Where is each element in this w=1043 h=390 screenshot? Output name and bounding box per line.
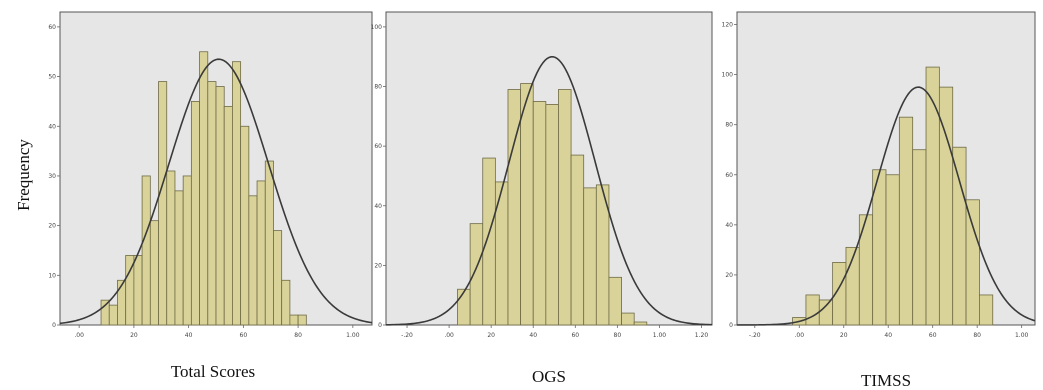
x-tick-label: 20	[487, 332, 495, 339]
x-axis-label: Total Scores	[171, 362, 255, 381]
histogram-bar	[100, 299, 110, 326]
y-tick-label: 120	[722, 22, 734, 29]
y-axis-label: Frequency	[14, 139, 33, 211]
histogram-bar	[207, 81, 217, 326]
x-tick-label: 40	[884, 332, 892, 339]
x-axis-label: OGS	[532, 367, 566, 386]
histogram-bar	[256, 180, 266, 326]
y-tick-label: 40	[48, 123, 56, 130]
histogram-bar	[595, 184, 610, 326]
histogram-bar	[608, 276, 622, 326]
histogram-bar	[912, 149, 927, 326]
histogram-bar	[457, 288, 471, 326]
histogram-bar	[232, 61, 242, 326]
histogram-bar	[532, 101, 547, 326]
histogram-bar	[621, 312, 635, 326]
histogram-bar	[190, 101, 200, 326]
x-tick-label: 80	[614, 332, 622, 339]
y-tick-label: 20	[48, 223, 56, 230]
y-tick-label: 60	[48, 24, 56, 31]
histogram-bar	[469, 223, 484, 326]
x-tick-label: .00	[794, 332, 804, 339]
x-axis-label: TIMSS	[861, 371, 911, 390]
histogram-bar	[199, 51, 209, 326]
histogram-bar	[149, 220, 159, 326]
histogram-bar	[545, 104, 559, 326]
y-tick-label: 20	[725, 272, 733, 279]
x-tick-label: 60	[240, 332, 248, 339]
x-tick-label: 40	[529, 332, 537, 339]
histogram-bar	[297, 314, 307, 326]
x-tick-label: 80	[294, 332, 302, 339]
histogram-bar	[248, 195, 258, 326]
histogram-bar	[583, 187, 597, 326]
histogram-bar	[281, 279, 291, 326]
x-tick-label: .00	[74, 332, 84, 339]
histogram-ogs: 0 20 40 60 80 100 -.20 .00 20 40 60 80 1.00 1.20 OGS	[371, 11, 713, 386]
histogram-bar	[240, 125, 250, 326]
y-tick-label: 40	[374, 203, 382, 210]
x-tick-label: 60	[571, 332, 579, 339]
histogram-bar	[141, 175, 151, 326]
normal-curve	[385, 55, 713, 326]
y-tick-label: 80	[374, 84, 382, 91]
histogram-bar	[805, 294, 820, 326]
histogram-total-scores: 0 10 20 30 40 50 60 .00 20 40 60 80 1.00 Total Scores	[48, 11, 373, 381]
y-tick-label: 40	[725, 222, 733, 229]
x-tick-label: 1.00	[1015, 332, 1029, 339]
x-tick-label: 20	[130, 332, 138, 339]
x-tick-label: 40	[185, 332, 193, 339]
histogram-bar	[289, 314, 299, 326]
y-tick-label: 60	[374, 143, 382, 150]
histogram-bar	[182, 175, 192, 326]
x-tick-label: -.20	[749, 332, 761, 339]
y-tick-label: 100	[371, 24, 383, 31]
x-tick-label: 20	[840, 332, 848, 339]
histogram-bar	[925, 66, 940, 326]
x-tick-label: 80	[973, 332, 981, 339]
y-tick-label: 80	[725, 122, 733, 129]
histogram-bar	[166, 170, 176, 326]
y-tick-label: 0	[729, 322, 733, 329]
histogram-bar	[117, 279, 127, 326]
normal-curve	[59, 58, 373, 325]
histogram-bar	[133, 255, 143, 326]
histogram-bar	[979, 294, 994, 326]
histogram-bar	[952, 146, 967, 326]
x-tick-label: 1.00	[653, 332, 667, 339]
histogram-bar	[558, 89, 572, 326]
histogram-bar	[520, 83, 534, 326]
histogram-bar	[223, 105, 233, 326]
x-tick-label: .00	[444, 332, 454, 339]
y-tick-label: 100	[722, 72, 734, 79]
y-tick-label: 10	[48, 272, 56, 279]
histogram-bar	[965, 199, 980, 326]
histogram-bar	[570, 154, 585, 326]
histogram-bar	[264, 160, 274, 326]
histogram-bar	[108, 304, 118, 326]
histogram-bar	[215, 86, 225, 326]
y-tick-label: 0	[52, 322, 56, 329]
x-tick-label: 1.20	[695, 332, 709, 339]
histogram-bar	[633, 321, 648, 326]
histogram-bar	[273, 230, 283, 326]
histogram-bar	[158, 81, 168, 326]
y-tick-label: 60	[725, 172, 733, 179]
histogram-timss: 0 20 40 60 80 100 120 -.20 .00 20 40 60 80 1.00 TIMSS	[722, 11, 1036, 390]
y-tick-label: 20	[374, 262, 382, 269]
histogram-bar	[482, 157, 496, 326]
histogram-bar	[872, 169, 887, 326]
normal-curve	[736, 86, 1036, 326]
histogram-bar	[898, 116, 914, 326]
x-tick-label: 60	[929, 332, 937, 339]
histogram-bar	[818, 299, 834, 326]
histogram-bar	[174, 190, 184, 326]
y-tick-label: 30	[48, 173, 56, 180]
y-tick-label: 0	[378, 322, 382, 329]
histogram-bar	[885, 174, 900, 326]
x-tick-label: -.20	[401, 332, 413, 339]
y-tick-label: 50	[48, 74, 56, 81]
x-tick-label: 1.00	[346, 332, 360, 339]
